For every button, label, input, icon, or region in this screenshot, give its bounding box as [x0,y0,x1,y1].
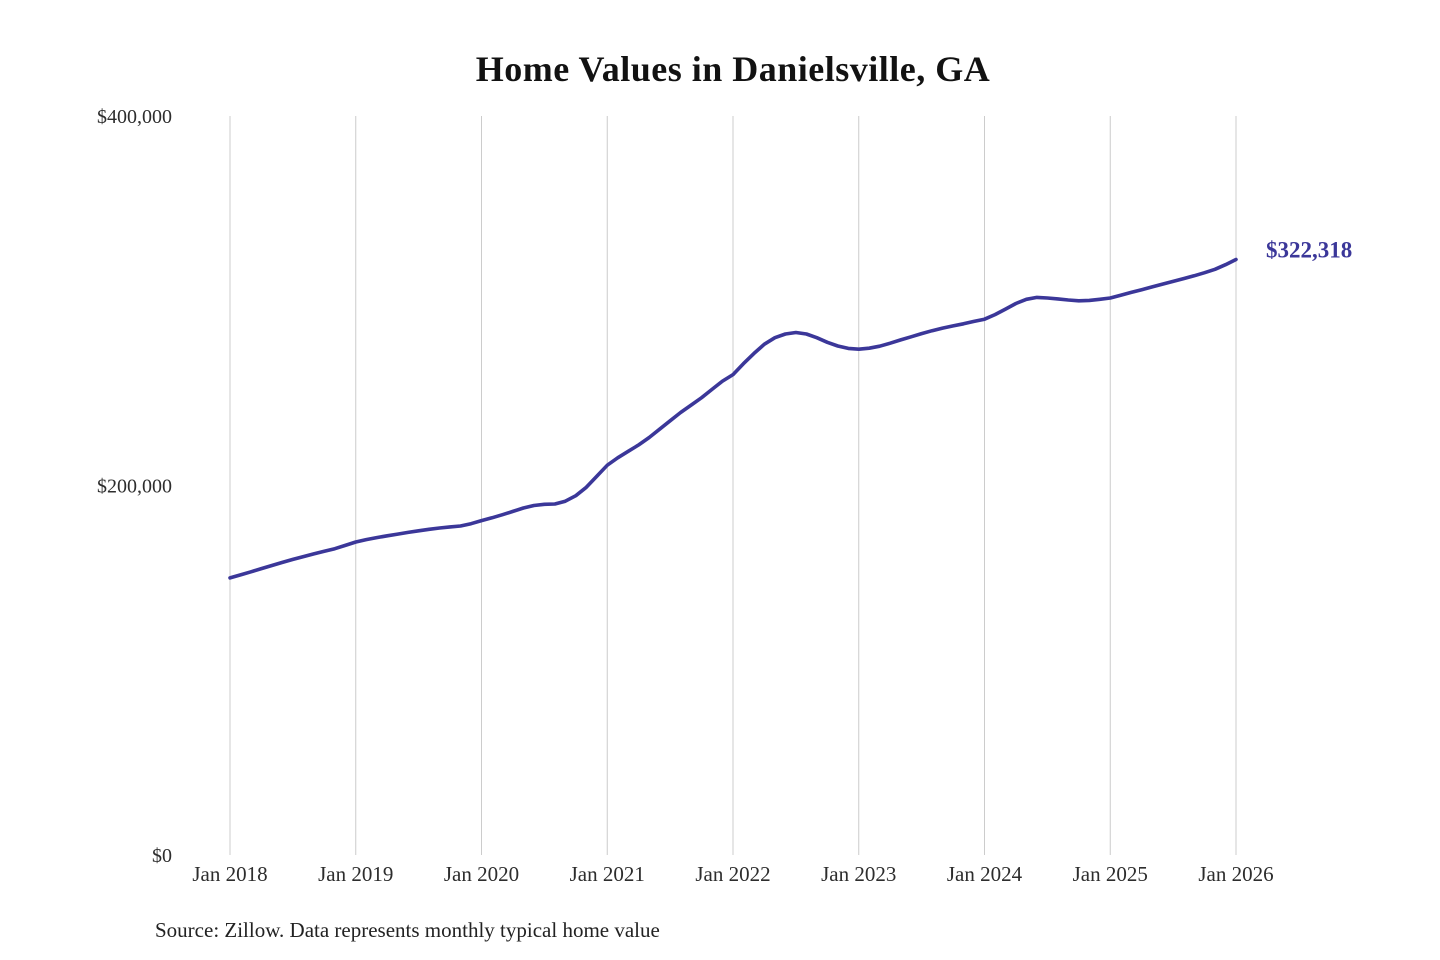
x-axis-tick-label: Jan 2024 [947,862,1023,886]
x-axis-tick-label: Jan 2020 [444,862,519,886]
y-axis-tick-label: $200,000 [97,476,172,498]
current-value-label: $322,318 [1266,238,1352,263]
x-axis-tick-label: Jan 2019 [318,862,393,886]
source-note: Source: Zillow. Data represents monthly … [155,918,660,942]
chart-title: Home Values in Danielsville, GA [475,49,991,89]
x-axis-tick-label: Jan 2022 [695,862,770,886]
x-axis-tick-label: Jan 2025 [1073,862,1148,886]
y-axis-tick-label: $400,000 [97,106,172,128]
home-value-line [228,257,1238,580]
x-axis-tick-label: Jan 2018 [192,862,267,886]
x-axis-tick-label: Jan 2026 [1198,862,1273,886]
x-axis-tick-label: Jan 2023 [821,862,896,886]
x-axis-tick-label: Jan 2021 [570,862,645,886]
y-axis-tick-label: $0 [152,845,172,867]
